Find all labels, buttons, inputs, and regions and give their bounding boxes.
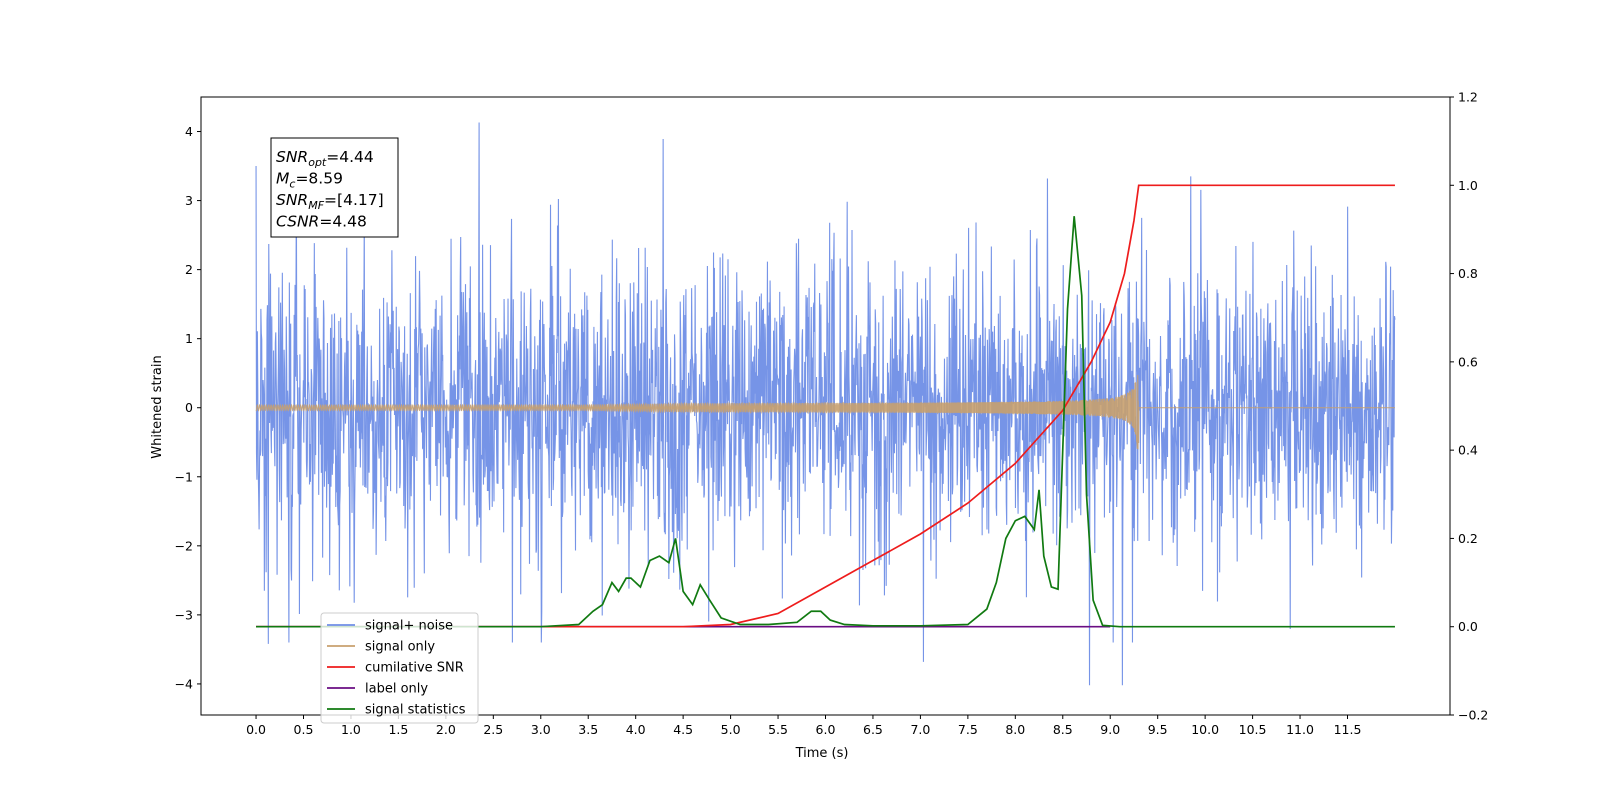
y-tick-label: 2: [185, 262, 193, 277]
x-tick-label: 11.0: [1286, 722, 1314, 737]
y-tick-label: 3: [185, 193, 193, 208]
x-tick-label: 10.0: [1191, 722, 1219, 737]
annotation-frame: [270, 137, 399, 238]
y-tick-label: −1: [175, 469, 193, 484]
legend-label: signal+ noise: [365, 619, 453, 634]
annotation-line: SNRMF=[4.17]: [276, 191, 384, 212]
y2-tick-label: 0.4: [1458, 443, 1478, 458]
x-tick-label: 7.5: [958, 722, 978, 737]
y2-tick-label: 1.2: [1458, 90, 1478, 105]
plot-area: [255, 122, 1396, 686]
series-line-signal-noise: [255, 122, 1396, 686]
y2-tick-label: 0.2: [1458, 531, 1478, 546]
x-tick-label: 4.0: [626, 722, 646, 737]
x-tick-label: 5.5: [768, 722, 788, 737]
x-tick-label: 9.0: [1100, 722, 1120, 737]
legend-item: signal statistics: [327, 703, 466, 718]
series-line-cumulative-snr: [256, 184, 1395, 628]
x-tick-label: 1.5: [388, 722, 408, 737]
legend-label: signal only: [365, 640, 435, 655]
legend-label: cumilative SNR: [365, 661, 464, 676]
y-tick-label: −2: [175, 538, 193, 553]
y2-tick-label: 0.8: [1458, 266, 1478, 281]
y2-tick-label: 0.6: [1458, 354, 1478, 369]
legend: signal+ noise signal only cumilative SNR la…: [320, 612, 479, 724]
x-tick-label: 3.5: [578, 722, 598, 737]
x-tick-label: 10.5: [1239, 722, 1267, 737]
x-tick-label: 0.5: [294, 722, 314, 737]
legend-label: label only: [365, 682, 428, 697]
y2-tick-label: 1.0: [1458, 178, 1478, 193]
y2-tick-label: 0.0: [1458, 619, 1478, 634]
x-axis: 0.0 0.5 1.0 1.5 2.0 2.5 3.0 3.5 4.0 4.5 5.0 5.5 6.0 6…: [246, 715, 1361, 737]
x-tick-label: 6.5: [863, 722, 883, 737]
y-axis-left: −4 −3 −2 −1 0 1 2 3 4: [175, 124, 201, 691]
x-tick-label: 6.0: [816, 722, 836, 737]
legend-item: cumilative SNR: [327, 661, 464, 676]
x-tick-label: 2.0: [436, 722, 456, 737]
x-tick-label: 9.5: [1148, 722, 1168, 737]
legend-item: signal only: [327, 640, 435, 655]
x-tick-label: 7.0: [910, 722, 930, 737]
annotation-line: Mc=8.59: [276, 170, 343, 191]
legend-item: label only: [327, 682, 428, 697]
legend-label: signal statistics: [365, 703, 466, 718]
annotation-line: SNRopt=4.44: [276, 148, 374, 169]
x-tick-label: 11.5: [1334, 722, 1362, 737]
x-tick-label: 5.0: [721, 722, 741, 737]
x-tick-label: 0.0: [246, 722, 266, 737]
x-axis-label: Time (s): [795, 746, 849, 761]
x-tick-label: 8.5: [1053, 722, 1073, 737]
series-line-signal-only: [255, 374, 1395, 450]
legend-item: signal+ noise: [327, 619, 453, 634]
y-tick-label: −4: [175, 676, 193, 691]
legend-frame: [320, 612, 479, 724]
annotation-line: CSNR=4.48: [276, 213, 367, 231]
x-tick-label: 4.5: [673, 722, 693, 737]
x-tick-label: 8.0: [1005, 722, 1025, 737]
y2-tick-label: −0.2: [1458, 708, 1488, 723]
y-axis-label: Whitened strain: [150, 355, 165, 458]
y-axis-right: −0.2 0.0 0.2 0.4 0.6 0.8 1.0 1.2: [1450, 90, 1488, 723]
series-line-signal-statistics: [256, 216, 1395, 628]
x-tick-label: 1.0: [341, 722, 361, 737]
y-tick-label: 4: [185, 124, 193, 139]
y-tick-label: 0: [185, 400, 193, 415]
y-tick-label: 1: [185, 331, 193, 346]
y-tick-label: −3: [175, 607, 193, 622]
x-tick-label: 2.5: [483, 722, 503, 737]
x-tick-label: 3.0: [531, 722, 551, 737]
